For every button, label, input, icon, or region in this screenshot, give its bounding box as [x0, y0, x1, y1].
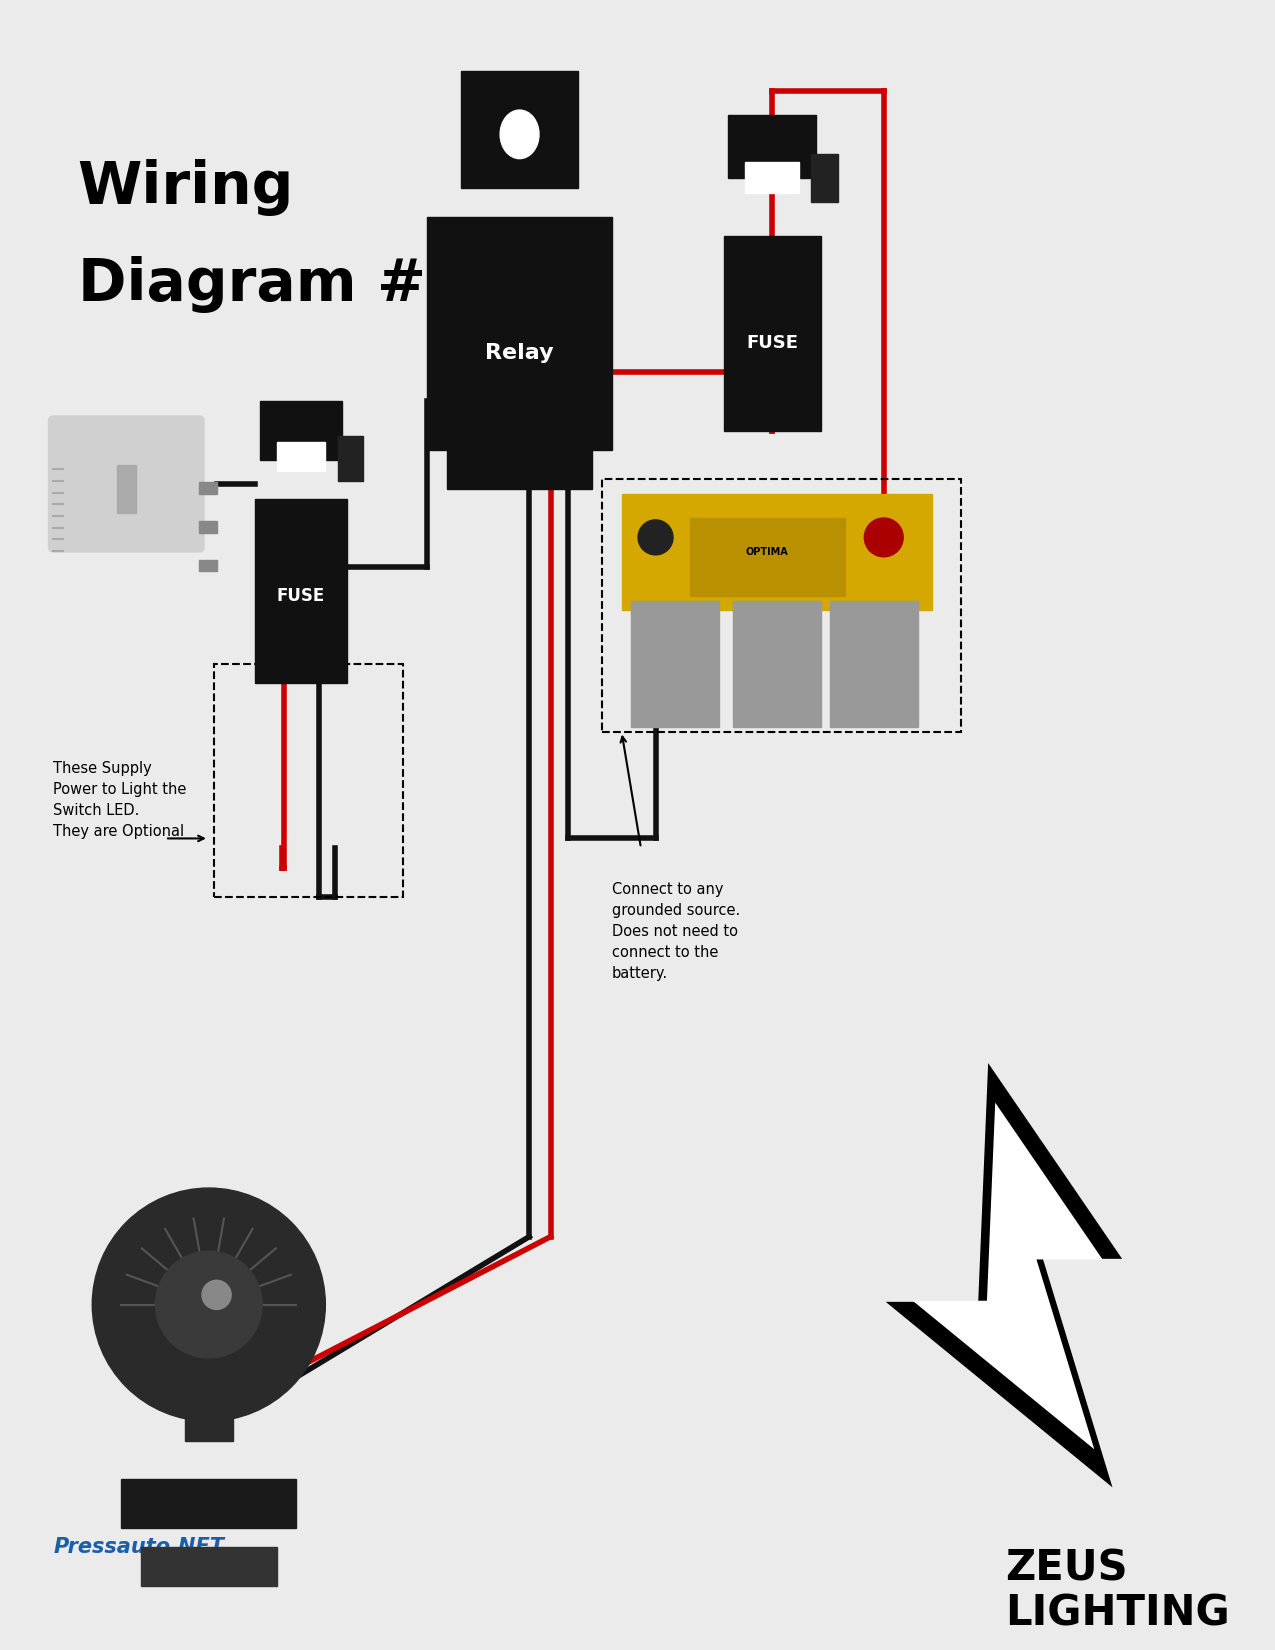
Bar: [745, 162, 799, 193]
Bar: [140, 1548, 277, 1586]
Bar: [199, 521, 217, 533]
Bar: [427, 216, 612, 450]
Text: These Supply
Power to Light the
Switch LED.
They are Optional: These Supply Power to Light the Switch L…: [54, 761, 187, 838]
Circle shape: [92, 1188, 325, 1421]
Bar: [446, 441, 593, 488]
Bar: [116, 465, 136, 513]
Circle shape: [201, 1280, 231, 1310]
Bar: [830, 601, 918, 726]
FancyBboxPatch shape: [48, 416, 204, 553]
Bar: [733, 601, 821, 726]
Bar: [621, 493, 932, 610]
Circle shape: [156, 1251, 263, 1358]
Text: OPTIMA: OPTIMA: [746, 546, 789, 558]
Text: FUSE: FUSE: [277, 587, 325, 604]
Bar: [690, 518, 845, 596]
Text: Relay: Relay: [486, 343, 553, 363]
Bar: [199, 559, 217, 571]
Bar: [185, 1363, 233, 1440]
Text: FUSE: FUSE: [746, 335, 798, 351]
Bar: [338, 436, 363, 482]
Bar: [723, 236, 821, 431]
Polygon shape: [913, 1102, 1103, 1449]
Circle shape: [864, 518, 903, 556]
Bar: [214, 663, 403, 896]
Bar: [199, 482, 217, 493]
Bar: [121, 1480, 296, 1528]
Bar: [260, 401, 342, 460]
Bar: [602, 478, 961, 731]
Text: Pressauto.NET: Pressauto.NET: [54, 1538, 224, 1558]
Bar: [277, 442, 325, 472]
Bar: [811, 153, 838, 203]
Ellipse shape: [500, 111, 539, 158]
Bar: [462, 71, 578, 188]
Polygon shape: [894, 1071, 1117, 1480]
Bar: [728, 116, 816, 178]
Text: Connect to any
grounded source.
Does not need to
connect to the
battery.: Connect to any grounded source. Does not…: [612, 883, 740, 982]
Bar: [255, 498, 347, 683]
Text: Wiring: Wiring: [78, 158, 295, 216]
Bar: [631, 601, 719, 726]
Text: ZEUS
LIGHTING: ZEUS LIGHTING: [1005, 1548, 1230, 1635]
Circle shape: [638, 520, 673, 554]
Text: Diagram #1: Diagram #1: [78, 256, 467, 314]
